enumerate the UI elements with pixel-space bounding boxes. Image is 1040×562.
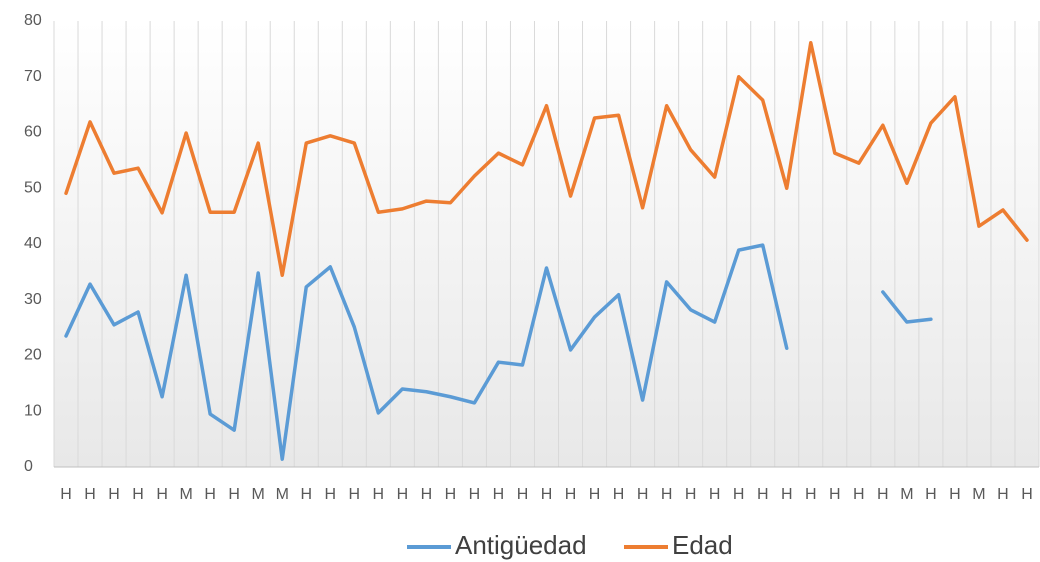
x-tick-label: H xyxy=(589,486,601,503)
x-tick-label: H xyxy=(204,486,216,503)
x-tick-label: H xyxy=(661,486,673,503)
y-tick-label: 60 xyxy=(24,124,42,141)
x-tick-label: H xyxy=(421,486,433,503)
y-tick-label: 10 xyxy=(24,402,42,419)
x-tick-label: H xyxy=(469,486,481,503)
legend-label: Antigüedad xyxy=(455,530,587,560)
x-tick-label: H xyxy=(228,486,240,503)
y-tick-label: 50 xyxy=(24,179,42,196)
y-tick-label: 80 xyxy=(24,12,42,29)
x-tick-label: H xyxy=(949,486,961,503)
x-tick-label: H xyxy=(108,486,120,503)
x-tick-label: H xyxy=(397,486,409,503)
y-tick-label: 30 xyxy=(24,291,42,308)
x-tick-label: H xyxy=(84,486,96,503)
x-tick-label: H xyxy=(493,486,505,503)
x-tick-label: H xyxy=(685,486,697,503)
series-line xyxy=(64,40,1029,277)
legend-label: Edad xyxy=(672,530,733,560)
x-tick-label: H xyxy=(324,486,336,503)
x-tick-label: M xyxy=(972,486,985,503)
x-tick-label: H xyxy=(709,486,721,503)
y-tick-label: 40 xyxy=(24,235,42,252)
y-tick-label: 70 xyxy=(24,68,42,85)
x-tick-label: H xyxy=(877,486,889,503)
x-tick-label: H xyxy=(805,486,817,503)
x-tick-label: H xyxy=(565,486,577,503)
x-tick-label: H xyxy=(445,486,457,503)
x-tick-label: H xyxy=(829,486,841,503)
y-tick-label: 0 xyxy=(24,458,33,475)
series-line xyxy=(64,243,789,461)
x-tick-label: H xyxy=(300,486,312,503)
x-tick-label: H xyxy=(925,486,937,503)
x-tick-label: H xyxy=(373,486,385,503)
x-tick-label: H xyxy=(1021,486,1033,503)
x-tick-label: H xyxy=(349,486,361,503)
x-tick-label: M xyxy=(252,486,265,503)
x-tick-label: H xyxy=(781,486,793,503)
x-tick-label: H xyxy=(853,486,865,503)
x-tick-label: H xyxy=(637,486,649,503)
x-tick-label: H xyxy=(757,486,769,503)
x-tick-label: H xyxy=(60,486,72,503)
x-tick-label: H xyxy=(997,486,1009,503)
x-tick-label: H xyxy=(156,486,168,503)
y-tick-label: 20 xyxy=(24,347,42,364)
x-tick-label: M xyxy=(900,486,913,503)
plot-background xyxy=(54,21,1039,467)
x-tick-label: M xyxy=(276,486,289,503)
x-tick-label: H xyxy=(733,486,745,503)
x-tick-label: H xyxy=(613,486,625,503)
x-tick-label: H xyxy=(132,486,144,503)
x-tick-label: H xyxy=(517,486,529,503)
series-line xyxy=(881,290,933,324)
x-tick-label: M xyxy=(179,486,192,503)
x-tick-label: H xyxy=(541,486,553,503)
